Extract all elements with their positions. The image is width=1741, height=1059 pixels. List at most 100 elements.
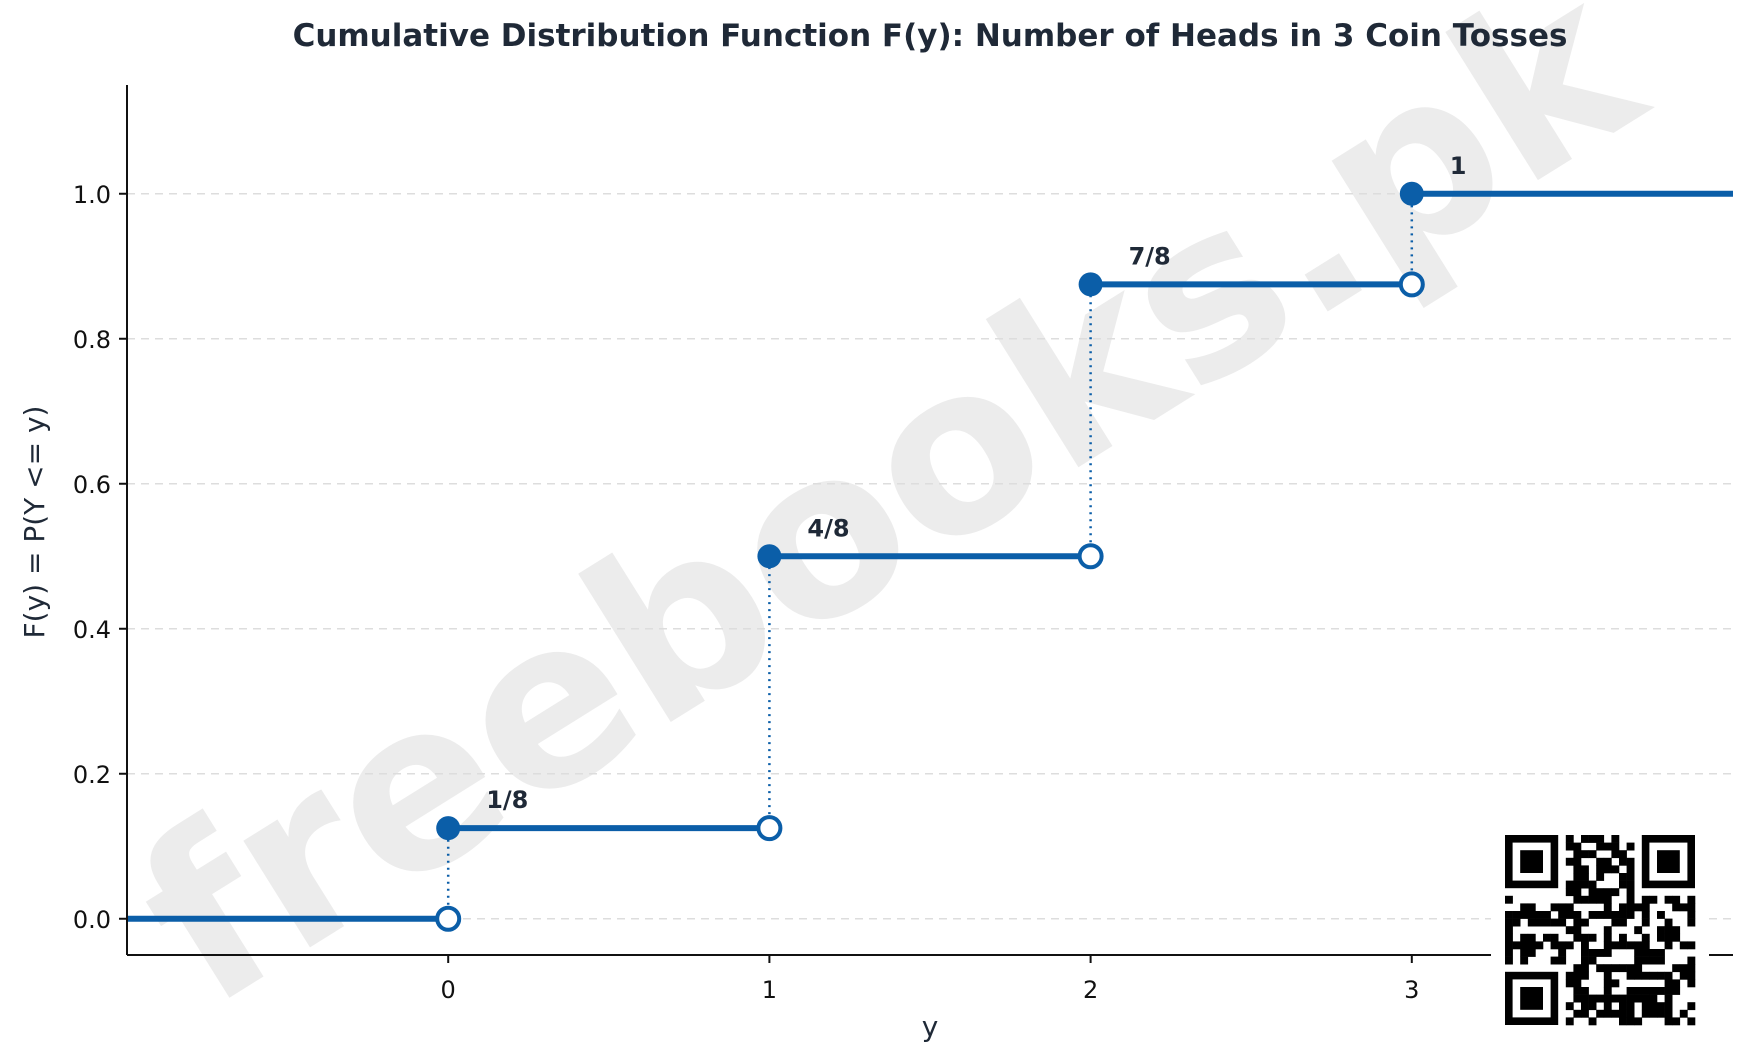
qr-module: [1588, 911, 1597, 919]
qr-module: [1649, 895, 1658, 904]
qr-module: [1603, 964, 1612, 973]
qr-module: [1657, 987, 1665, 995]
qr-module: [1527, 949, 1536, 957]
qr-module: [1603, 994, 1612, 1003]
qr-module: [1687, 956, 1696, 965]
closed-point: [436, 816, 461, 841]
qr-module: [1573, 842, 1582, 851]
qr-module: [1505, 926, 1513, 935]
qr-module: [1603, 903, 1612, 912]
qr-module: [1550, 956, 1559, 965]
qr-module: [1603, 1009, 1612, 1018]
y-axis-label: F(y) = P(Y <= y): [18, 406, 51, 639]
qr-module: [1565, 842, 1574, 851]
qr-module: [1535, 911, 1544, 919]
x-axis-label: y: [922, 1010, 939, 1043]
qr-module: [1619, 1002, 1627, 1011]
qr-module: [1672, 979, 1681, 988]
qr-module: [1626, 964, 1635, 973]
qr-module: [1596, 873, 1605, 881]
qr-module: [1619, 918, 1627, 927]
qr-module: [1550, 918, 1559, 927]
qr-module: [1672, 987, 1681, 995]
qr-module: [1565, 979, 1574, 988]
open-point: [756, 815, 783, 842]
qr-module: [1626, 888, 1635, 897]
qr-module: [1588, 888, 1597, 897]
qr-module: [1535, 941, 1544, 950]
qr-module: [1565, 971, 1574, 980]
qr-module: [1664, 926, 1673, 935]
qr-module: [1626, 994, 1635, 1003]
qr-module: [1611, 941, 1620, 950]
qr-module: [1641, 918, 1650, 927]
x-tick-label: 2: [1083, 976, 1098, 1004]
qr-module: [1512, 911, 1521, 919]
qr-module: [1505, 941, 1513, 950]
qr-module: [1573, 987, 1582, 995]
qr-module: [1596, 964, 1605, 973]
qr-module: [1611, 964, 1620, 973]
qr-module: [1634, 1017, 1643, 1026]
qr-module: [1603, 941, 1612, 950]
qr-module: [1573, 880, 1582, 889]
qr-module: [1573, 964, 1582, 973]
qr-module: [1588, 956, 1597, 965]
qr-module: [1611, 979, 1620, 988]
qr-module: [1679, 971, 1688, 980]
qr-module: [1611, 994, 1620, 1003]
qr-module: [1573, 888, 1582, 897]
data-labels: 1/8 4/8 7/8 1: [486, 152, 1466, 814]
qr-module: [1505, 933, 1513, 942]
qr-module: [1558, 956, 1567, 965]
qr-module: [1527, 918, 1536, 927]
qr-module: [1603, 1002, 1612, 1011]
qr-module: [1558, 949, 1567, 957]
qr-module: [1588, 835, 1597, 843]
qr-module: [1687, 1002, 1696, 1011]
qr-module: [1641, 941, 1650, 950]
qr-module: [1543, 911, 1551, 919]
qr-module: [1626, 903, 1635, 912]
qr-module: [1634, 987, 1643, 995]
qr-module: [1657, 1009, 1665, 1018]
data-label: 1: [1450, 152, 1467, 180]
qr-module: [1588, 994, 1597, 1003]
qr-module: [1505, 911, 1513, 919]
qr-module: [1611, 918, 1620, 927]
qr-module: [1634, 949, 1643, 957]
qr-module: [1626, 842, 1635, 851]
qr-module: [1641, 987, 1650, 995]
qr-module: [1687, 979, 1696, 988]
qr-module: [1581, 835, 1589, 843]
qr-module: [1573, 865, 1582, 874]
qr-module: [1664, 1009, 1673, 1018]
qr-module: [1596, 994, 1605, 1003]
qr-module: [1596, 911, 1605, 919]
qr-module: [1603, 842, 1612, 851]
qr-module: [1672, 895, 1681, 904]
qr-module: [1573, 971, 1582, 980]
qr-module: [1619, 964, 1627, 973]
qr-module: [1603, 987, 1612, 995]
qr-module: [1634, 903, 1643, 912]
qr-code-image: [1491, 821, 1709, 1039]
qr-module: [1581, 956, 1589, 965]
qr-module: [1649, 956, 1658, 965]
qr-module: [1611, 842, 1620, 851]
qr-module: [1657, 933, 1665, 942]
qr-module: [1581, 964, 1589, 973]
qr-module: [1611, 850, 1620, 859]
qr-module: [1581, 850, 1589, 859]
step-points: [435, 181, 1425, 932]
qr-finder-core: [1520, 987, 1543, 1010]
qr-module: [1619, 911, 1627, 919]
qr-module: [1619, 994, 1627, 1003]
qr-module: [1573, 850, 1582, 859]
qr-module: [1664, 941, 1673, 950]
y-tick-label: 0.6: [73, 471, 111, 499]
qr-module: [1619, 873, 1627, 881]
qr-module: [1664, 971, 1673, 980]
qr-module: [1573, 873, 1582, 881]
